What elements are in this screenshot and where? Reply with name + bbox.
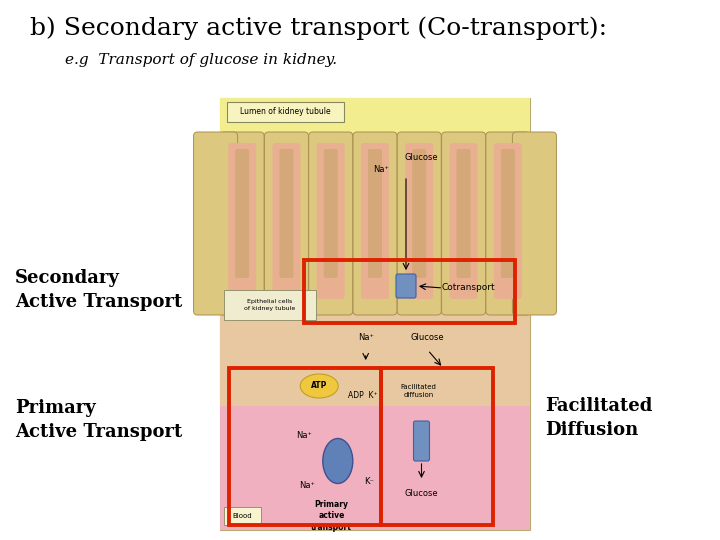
Text: Na⁺: Na⁺ — [373, 165, 390, 174]
Text: Primary
Active Transport: Primary Active Transport — [15, 399, 182, 441]
Ellipse shape — [300, 374, 338, 398]
Text: Primary
active
transport: Primary active transport — [311, 501, 352, 531]
Ellipse shape — [323, 438, 353, 483]
FancyBboxPatch shape — [324, 149, 338, 278]
FancyBboxPatch shape — [309, 132, 353, 315]
FancyBboxPatch shape — [441, 132, 485, 315]
FancyBboxPatch shape — [456, 149, 471, 278]
FancyBboxPatch shape — [361, 143, 389, 299]
FancyBboxPatch shape — [501, 149, 515, 278]
FancyBboxPatch shape — [317, 143, 345, 299]
Text: Na⁺: Na⁺ — [296, 431, 312, 441]
Bar — [220, 406, 530, 530]
Text: K⁻: K⁻ — [364, 476, 374, 485]
FancyBboxPatch shape — [227, 102, 344, 122]
FancyBboxPatch shape — [413, 149, 426, 278]
FancyBboxPatch shape — [486, 132, 530, 315]
FancyBboxPatch shape — [220, 132, 264, 315]
Bar — [304, 260, 515, 323]
FancyBboxPatch shape — [235, 149, 249, 278]
Bar — [220, 98, 530, 278]
Text: Facilitated
Diffusion: Facilitated Diffusion — [545, 397, 652, 439]
FancyBboxPatch shape — [368, 149, 382, 278]
FancyBboxPatch shape — [264, 132, 308, 315]
FancyBboxPatch shape — [224, 290, 316, 320]
Text: Secondary
Active Transport: Secondary Active Transport — [15, 269, 182, 311]
FancyBboxPatch shape — [397, 132, 441, 315]
Text: Glucose: Glucose — [405, 153, 438, 163]
FancyBboxPatch shape — [272, 143, 300, 299]
FancyBboxPatch shape — [513, 132, 557, 315]
Text: e.g  Transport of glucose in kidney.: e.g Transport of glucose in kidney. — [65, 53, 337, 67]
FancyBboxPatch shape — [449, 143, 477, 299]
FancyBboxPatch shape — [194, 132, 238, 315]
Text: ATP: ATP — [311, 381, 328, 390]
Text: b) Secondary active transport (Co-transport):: b) Secondary active transport (Co-transp… — [30, 16, 607, 40]
Text: Glucose: Glucose — [411, 334, 444, 342]
Text: Na⁺: Na⁺ — [299, 482, 315, 490]
Bar — [220, 293, 530, 406]
Bar — [381, 368, 492, 525]
Text: Cotransport: Cotransport — [441, 284, 495, 293]
FancyBboxPatch shape — [396, 274, 416, 298]
FancyBboxPatch shape — [413, 421, 430, 461]
Text: Facilitated
diffusion: Facilitated diffusion — [400, 384, 436, 398]
Text: Epithelial cells
of kidney tubule: Epithelial cells of kidney tubule — [244, 299, 296, 310]
FancyBboxPatch shape — [353, 132, 397, 315]
Text: Lumen of kidney tubule: Lumen of kidney tubule — [240, 107, 330, 117]
Text: Glucose: Glucose — [405, 489, 438, 498]
Text: ADP  K⁺: ADP K⁺ — [348, 392, 377, 401]
FancyBboxPatch shape — [494, 143, 522, 299]
FancyBboxPatch shape — [405, 143, 433, 299]
FancyBboxPatch shape — [279, 149, 294, 278]
Text: Blood: Blood — [232, 513, 252, 519]
Text: Na⁺: Na⁺ — [358, 334, 374, 342]
Bar — [229, 368, 381, 525]
FancyBboxPatch shape — [224, 507, 261, 525]
FancyBboxPatch shape — [228, 143, 256, 299]
Bar — [220, 98, 530, 530]
